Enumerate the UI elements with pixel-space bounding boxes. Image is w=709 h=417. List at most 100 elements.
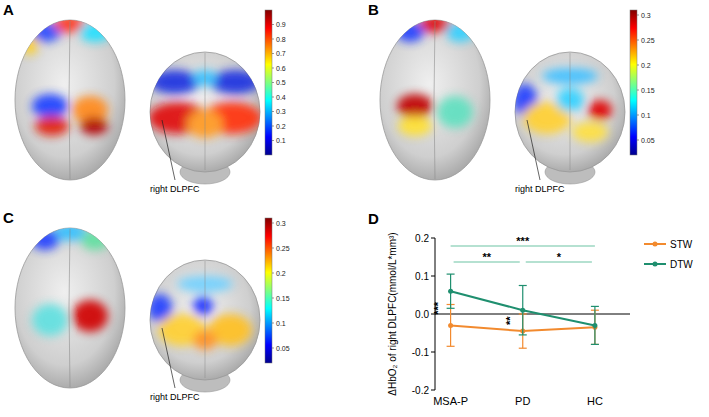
colorbar-tick	[272, 53, 274, 54]
legend-item: STW	[644, 239, 693, 250]
y-axis-title: ΔHbO₂ of right DLPFC(mmol/L*mm³)	[387, 232, 398, 395]
activation-front	[513, 68, 612, 142]
colorbar-tick	[272, 298, 274, 299]
colorbar-tick-label: 0.5	[276, 79, 286, 86]
activation-top	[22, 15, 111, 136]
colorbar-tick-label: 0.25	[641, 37, 655, 44]
midline	[434, 21, 435, 179]
annotation: right DLPFC	[150, 392, 200, 402]
y-tick	[431, 352, 435, 353]
colorbar-tick-label: 0.05	[641, 137, 655, 144]
point	[592, 323, 597, 328]
y-tick	[431, 276, 435, 277]
brain-panel: 0.10.20.30.40.50.60.70.80.9Aright DLPFC	[3, 1, 286, 194]
blob	[210, 70, 260, 94]
midline	[205, 261, 206, 378]
colorbar-range	[628, 10, 629, 155]
panel-label: C	[3, 209, 14, 226]
colorbar-tick	[272, 323, 274, 324]
brain-top	[15, 20, 125, 180]
colorbar	[265, 10, 272, 155]
point	[520, 308, 525, 313]
brain-front	[515, 52, 625, 172]
blob	[396, 22, 424, 42]
figure: 0.10.20.30.40.50.60.70.80.9Aright DLPFC0…	[0, 0, 709, 417]
blob	[31, 230, 59, 250]
blob	[398, 116, 432, 136]
colorbar-tick	[272, 39, 274, 40]
blob	[72, 300, 108, 332]
brain-panel: 0.050.10.150.20.250.3Bright DLPFC	[368, 1, 655, 194]
error-cap	[591, 306, 599, 307]
colorbar-tick	[637, 40, 639, 41]
panel-label: A	[3, 1, 14, 18]
colorbar-tick-label: 0.2	[276, 123, 286, 130]
line-panel: D-0.2-0.10.00.10.2MSA-PPDHCΔHbO₂ of righ…	[368, 210, 693, 407]
error-cap	[519, 285, 527, 286]
colorbar-tick-label: 0.1	[641, 112, 651, 119]
blob	[32, 304, 68, 336]
colorbar-tick-label: 0.3	[276, 108, 286, 115]
error-cap	[447, 274, 455, 275]
x-axis	[435, 314, 630, 315]
legend-label: DTW	[670, 259, 693, 270]
blob	[32, 94, 68, 118]
comparison-label: **	[482, 251, 491, 263]
x-tick-label: MSA-P	[433, 395, 468, 407]
y-tick-label: -0.1	[412, 347, 430, 358]
colorbar-tick-label: 0.15	[276, 295, 290, 302]
colorbar-tick	[272, 97, 274, 98]
colorbar-tick	[272, 223, 274, 224]
blob	[572, 122, 608, 142]
colorbar-range	[263, 218, 264, 363]
blob	[35, 116, 69, 136]
leader-line	[162, 328, 175, 388]
point	[448, 323, 453, 328]
colorbar-tick-label: 0.3	[641, 12, 651, 19]
blob	[81, 230, 109, 250]
colorbar-tick-label: 0.2	[641, 62, 651, 69]
y-tick	[431, 238, 435, 239]
annotation: right DLPFC	[515, 184, 565, 194]
colorbar-tick	[272, 24, 274, 25]
within-label: ***	[432, 301, 444, 315]
colorbar-tick	[272, 68, 274, 69]
x-tick-label: PD	[515, 395, 530, 407]
blob	[150, 70, 200, 94]
y-tick-label: 0.2	[415, 233, 429, 244]
comparison-label: *	[557, 251, 562, 263]
colorbar-tick	[272, 348, 274, 349]
panel-label: D	[368, 210, 379, 227]
brain-top	[380, 20, 490, 180]
colorbar-tick	[272, 273, 274, 274]
brain-top	[15, 228, 125, 388]
midline	[570, 53, 571, 170]
y-tick	[431, 390, 435, 391]
blob	[22, 35, 38, 55]
colorbar-tick-label: 0.15	[641, 87, 655, 94]
blob	[397, 94, 433, 118]
colorbar-tick-label: 0.9	[276, 21, 286, 28]
blobs	[148, 276, 252, 350]
midline	[69, 229, 70, 387]
colorbar-tick-label: 0.1	[276, 320, 286, 327]
blob	[193, 296, 213, 316]
blobs	[22, 15, 111, 136]
legend-item: DTW	[644, 259, 693, 270]
colorbar-tick	[637, 15, 639, 16]
leader-line	[527, 120, 540, 180]
colorbar-tick	[637, 140, 639, 141]
colorbar-tick	[272, 126, 274, 127]
legend-label: STW	[670, 239, 693, 250]
colorbar-tick	[637, 90, 639, 91]
blob	[79, 22, 111, 42]
annotation: right DLPFC	[150, 184, 200, 194]
error-cap	[519, 348, 527, 349]
colorbar-tick-label: 0.4	[276, 94, 286, 101]
comparison-label: ***	[516, 235, 530, 247]
series-line	[451, 291, 595, 325]
brain-front	[150, 260, 260, 380]
colorbar-range	[263, 10, 264, 155]
blobs	[513, 68, 612, 142]
colorbar-tick-label: 0.2	[276, 270, 286, 277]
